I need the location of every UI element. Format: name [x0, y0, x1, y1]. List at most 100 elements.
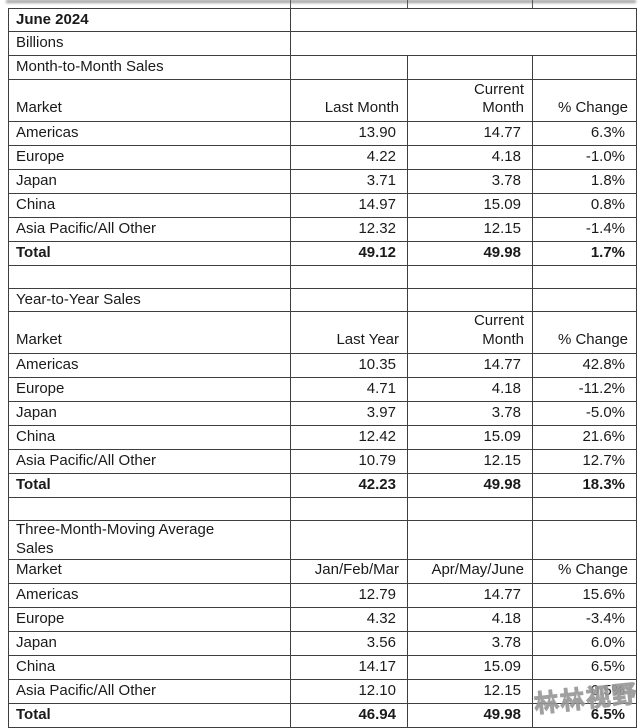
- value-cell: 14.97: [290, 193, 408, 218]
- column-header-market: Market: [8, 558, 291, 584]
- column-header-row: Market Jan/Feb/Mar Apr/May/June % Change: [8, 558, 638, 584]
- section-title-month-to-month: Month-to-Month Sales: [8, 55, 291, 80]
- total-value-cell: 42.23: [290, 472, 408, 498]
- table-row: Europe 4.71 4.18 -11.2%: [8, 376, 638, 402]
- column-header-pct-change: % Change: [531, 558, 638, 584]
- market-cell: China: [8, 193, 291, 218]
- total-value-cell: 49.12: [290, 241, 408, 266]
- table-row: Americas 12.79 14.77 15.6%: [8, 582, 638, 608]
- column-header-market: Market: [8, 79, 291, 122]
- market-cell: Americas: [8, 582, 291, 608]
- value-cell: 14.17: [290, 654, 408, 680]
- total-label: Total: [8, 702, 291, 728]
- market-cell: Japan: [8, 169, 291, 194]
- total-label: Total: [8, 472, 291, 498]
- empty-cell: [8, 265, 291, 289]
- section-title-year-to-year: Year-to-Year Sales: [8, 288, 291, 312]
- pct-cell: -11.2%: [531, 376, 638, 402]
- units-row: Billions: [8, 31, 638, 56]
- table-row: Japan 3.56 3.78 6.0%: [8, 630, 638, 656]
- market-cell: China: [8, 654, 291, 680]
- column-header-jan-feb-mar: Jan/Feb/Mar: [290, 558, 408, 584]
- report-period: June 2024: [8, 8, 291, 32]
- column-header-pct-change: % Change: [531, 79, 638, 122]
- value-cell: 3.78: [407, 400, 533, 426]
- table-row: Japan 3.97 3.78 -5.0%: [8, 400, 638, 426]
- value-cell: 15.09: [407, 654, 533, 680]
- table-row: Europe 4.22 4.18 -1.0%: [8, 145, 638, 170]
- pct-cell: 0.5%: [531, 678, 638, 704]
- total-row: Total 46.94 49.98 6.5%: [8, 702, 638, 728]
- pct-cell: 42.8%: [531, 352, 638, 378]
- empty-cell: [289, 31, 638, 56]
- total-row: Total 42.23 49.98 18.3%: [8, 472, 638, 498]
- market-cell: Asia Pacific/All Other: [8, 217, 291, 242]
- column-header-row: Market Last Month Current Month % Change: [8, 79, 638, 122]
- column-header-pct-change: % Change: [531, 311, 638, 354]
- grid-line-remnant: [290, 0, 291, 8]
- empty-cell: [289, 8, 638, 32]
- pct-cell: 6.5%: [531, 654, 638, 680]
- value-cell: 4.32: [290, 606, 408, 632]
- empty-cell: [531, 288, 638, 312]
- section-title-row: Month-to-Month Sales: [8, 55, 638, 80]
- pct-cell: -1.4%: [531, 217, 638, 242]
- empty-cell: [290, 519, 408, 560]
- column-header-market: Market: [8, 311, 291, 354]
- value-cell: 12.15: [407, 217, 533, 242]
- total-value-cell: 49.98: [407, 702, 533, 728]
- value-cell: 3.78: [407, 630, 533, 656]
- value-cell: 4.71: [290, 376, 408, 402]
- table-row: China 12.42 15.09 21.6%: [8, 424, 638, 450]
- column-header-apr-may-june: Apr/May/June: [407, 558, 533, 584]
- value-cell: 4.18: [407, 606, 533, 632]
- column-header-last-year: Last Year: [290, 311, 408, 354]
- section-title-row: Three-Month-Moving Average Sales: [8, 519, 638, 560]
- empty-cell: [531, 265, 638, 289]
- empty-cell: [8, 496, 291, 521]
- empty-cell: [531, 519, 638, 560]
- report-period-row: June 2024: [8, 8, 638, 32]
- table-row: Japan 3.71 3.78 1.8%: [8, 169, 638, 194]
- market-cell: Asia Pacific/All Other: [8, 448, 291, 474]
- value-cell: 4.18: [407, 376, 533, 402]
- market-cell: Japan: [8, 400, 291, 426]
- empty-cell: [407, 519, 533, 560]
- pct-cell: 6.3%: [531, 121, 638, 146]
- top-crop-artifact: [6, 0, 636, 3]
- pct-cell: -5.0%: [531, 400, 638, 426]
- empty-cell: [407, 55, 533, 80]
- total-label: Total: [8, 241, 291, 266]
- value-cell: 14.77: [407, 121, 533, 146]
- pct-cell: -1.0%: [531, 145, 638, 170]
- value-cell: 3.78: [407, 169, 533, 194]
- pct-cell: 15.6%: [531, 582, 638, 608]
- column-header-row: Market Last Year Current Month % Change: [8, 311, 638, 354]
- section-title-three-month-avg: Three-Month-Moving Average Sales: [8, 519, 291, 560]
- value-cell: 12.42: [290, 424, 408, 450]
- spacer-row: [8, 496, 638, 521]
- empty-cell: [407, 265, 533, 289]
- table-row: China 14.97 15.09 0.8%: [8, 193, 638, 218]
- market-cell: Europe: [8, 376, 291, 402]
- value-cell: 14.77: [407, 352, 533, 378]
- units-label: Billions: [8, 31, 291, 56]
- value-cell: 10.79: [290, 448, 408, 474]
- value-cell: 15.09: [407, 424, 533, 450]
- market-cell: Asia Pacific/All Other: [8, 678, 291, 704]
- table-row: Asia Pacific/All Other 12.32 12.15 -1.4%: [8, 217, 638, 242]
- value-cell: 13.90: [290, 121, 408, 146]
- pct-cell: 21.6%: [531, 424, 638, 450]
- value-cell: 14.77: [407, 582, 533, 608]
- value-cell: 4.22: [290, 145, 408, 170]
- market-cell: Europe: [8, 145, 291, 170]
- total-row: Total 49.12 49.98 1.7%: [8, 241, 638, 266]
- spacer-row: [8, 265, 638, 289]
- total-pct-cell: 6.5%: [531, 702, 638, 728]
- value-cell: 3.71: [290, 169, 408, 194]
- section-title-row: Year-to-Year Sales: [8, 288, 638, 312]
- value-cell: 12.15: [407, 678, 533, 704]
- total-value-cell: 46.94: [290, 702, 408, 728]
- total-value-cell: 49.98: [407, 241, 533, 266]
